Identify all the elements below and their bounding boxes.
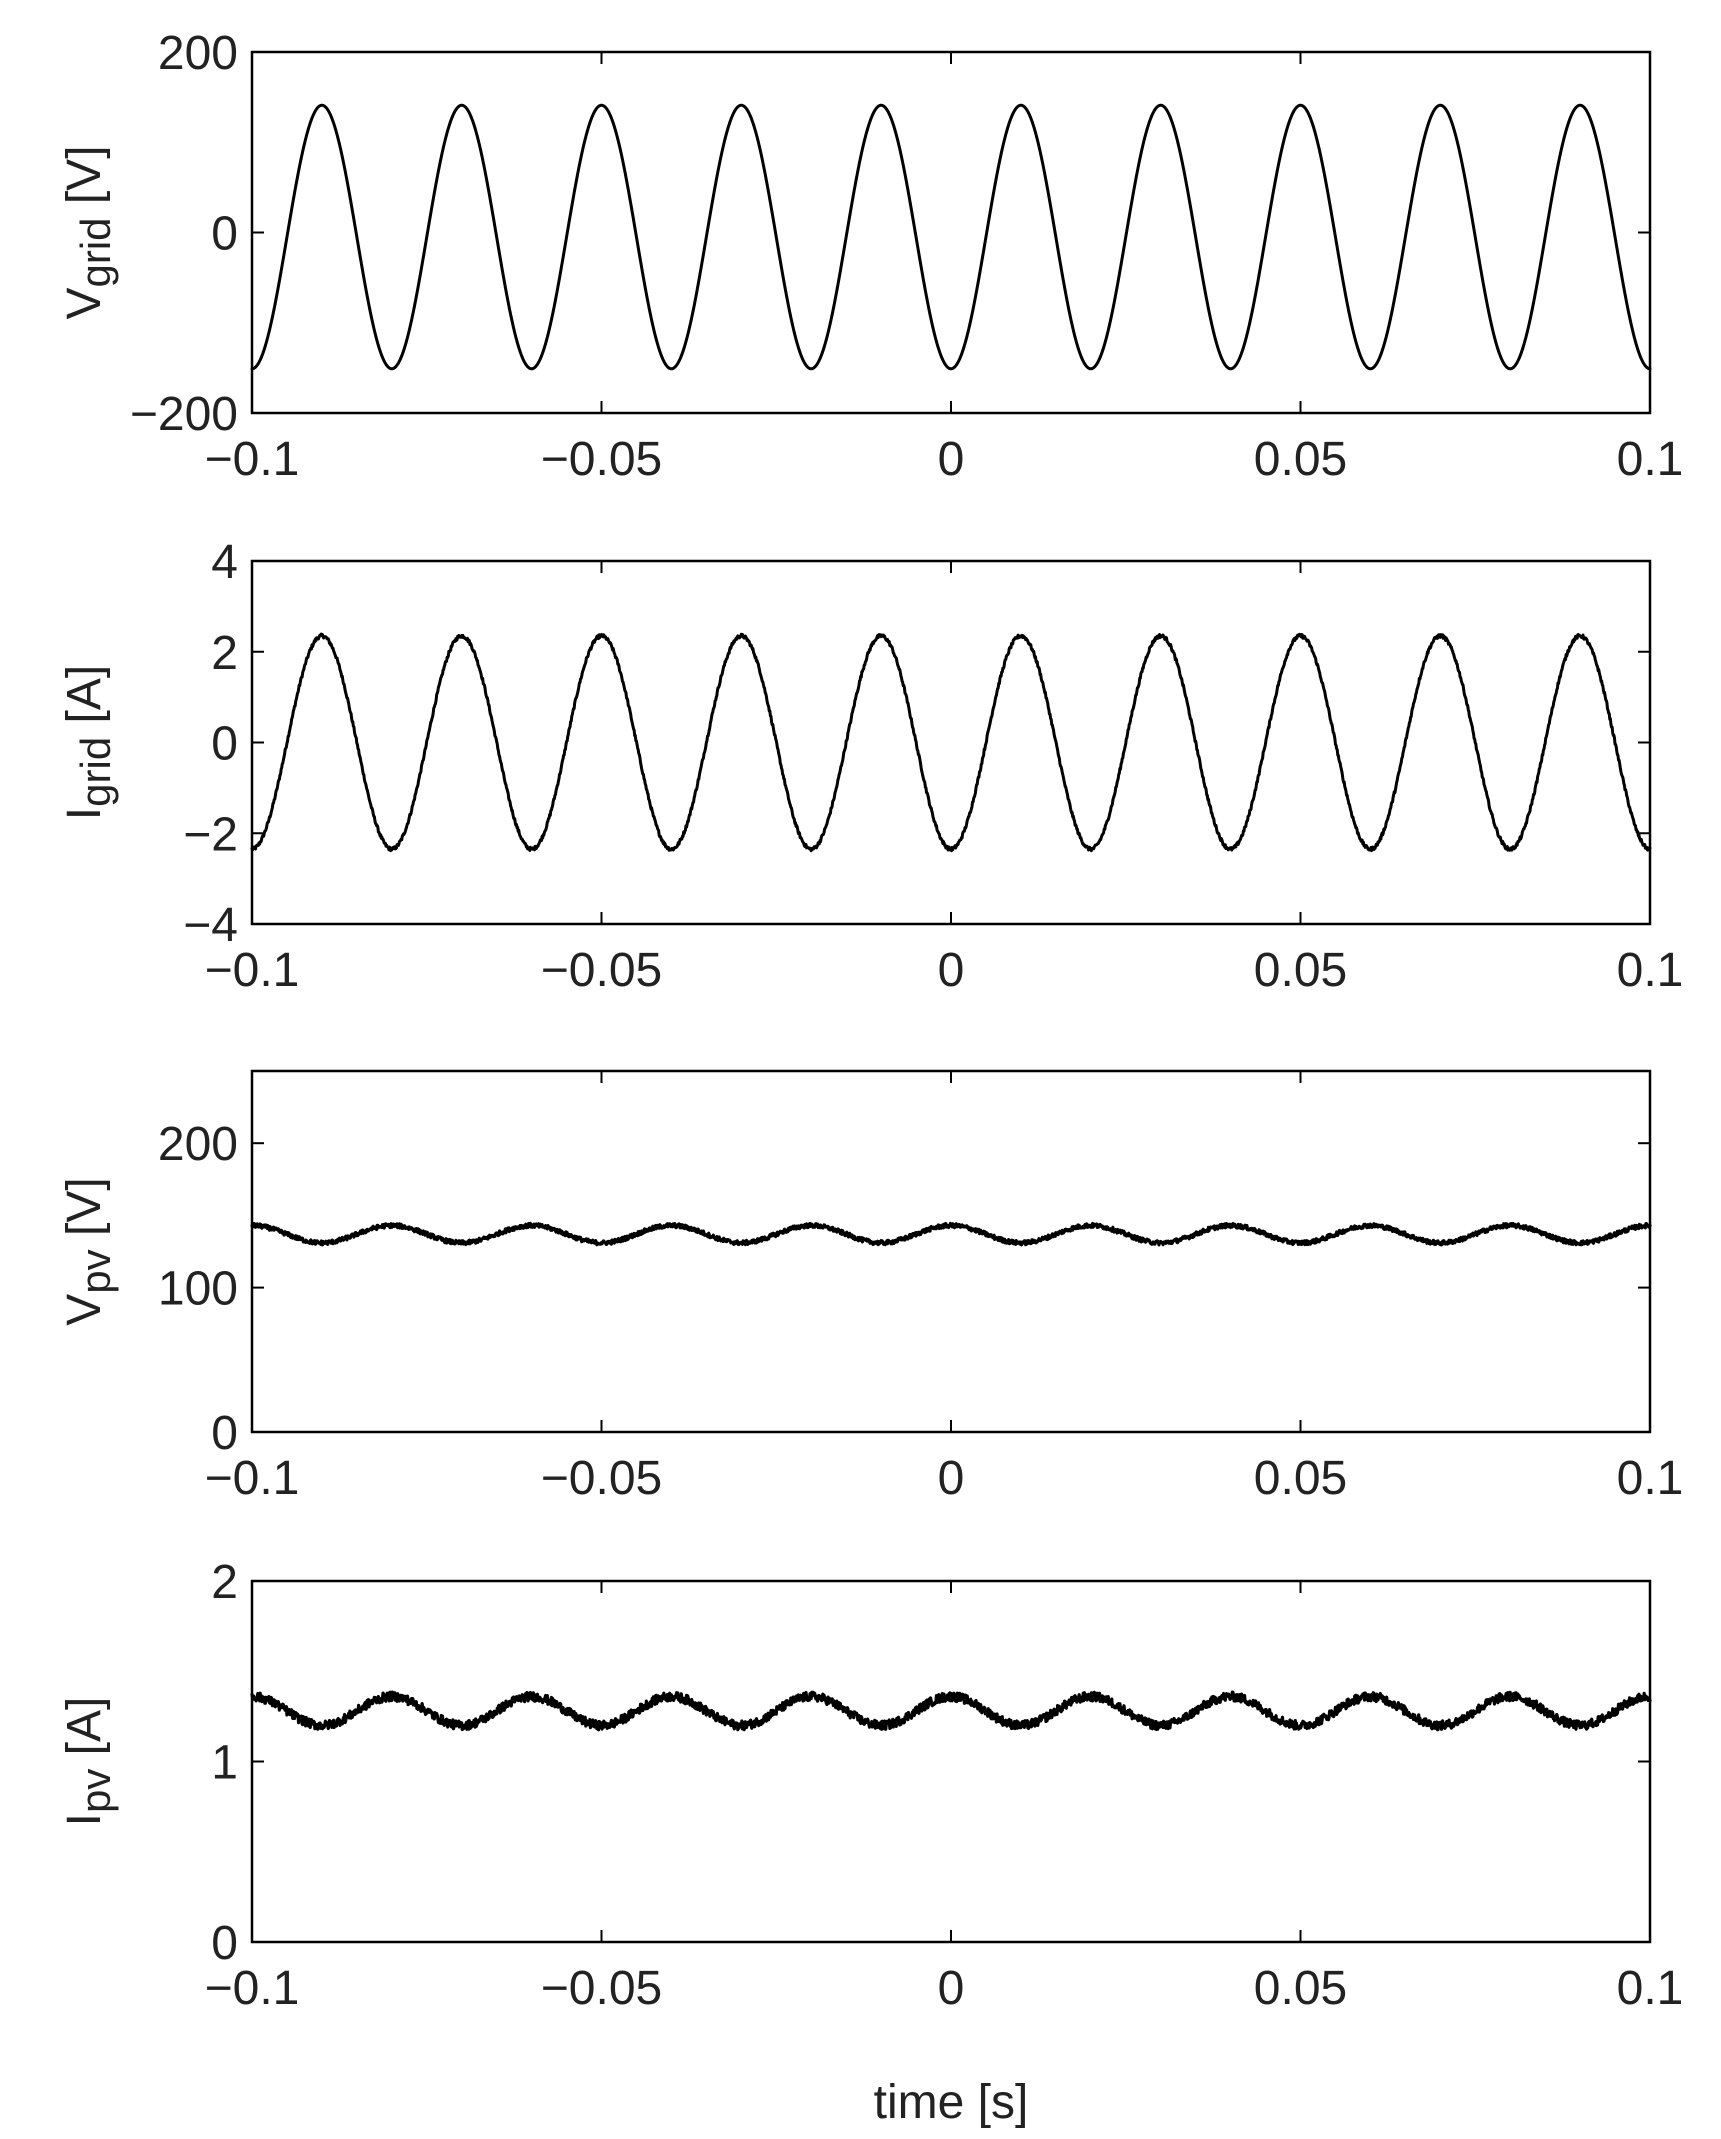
subplot-vgrid: −0.1 −0.05 0 0.05 0.1 −200 0 200 Vgrid [V]: [58, 27, 1683, 486]
x-tick-label-ipv: 0.1: [1617, 1962, 1684, 2015]
series-line-vgrid: [250, 103, 1652, 371]
y-axis-label-unit: [V]: [58, 1177, 111, 1249]
x-tick-label-vgrid: 0.05: [1254, 433, 1347, 486]
y-tick-label-ipv: 0: [211, 1917, 238, 1970]
y-tick-label-igrid: 4: [211, 536, 238, 589]
series-line-ipv: [250, 1690, 1652, 1732]
x-tick-label-igrid: −0.05: [541, 944, 662, 997]
x-tick-label-vgrid: −0.05: [541, 433, 662, 486]
y-axis-label-unit: [V]: [58, 145, 111, 217]
y-axis-label-unit: [A]: [58, 1697, 111, 1769]
y-tick-label-igrid: −2: [183, 808, 238, 861]
y-axis-label-vgrid: Vgrid [V]: [58, 145, 119, 319]
x-tick-label-vpv: 0.1: [1617, 1452, 1684, 1505]
y-axis-label-sub: grid: [72, 737, 119, 807]
x-tick-label-ipv: 0.05: [1254, 1962, 1347, 2015]
y-axis-label-main: I: [58, 807, 111, 820]
series-line-vpv: [250, 1221, 1652, 1247]
y-tick-label-vgrid: −200: [130, 388, 238, 441]
y-axis-label-ipv: Ipv [A]: [58, 1697, 119, 1827]
y-axis-label-sub: pv: [72, 1249, 119, 1293]
x-tick-label-igrid: 0.05: [1254, 944, 1347, 997]
y-tick-label-ipv: 1: [211, 1737, 238, 1790]
y-tick-label-igrid: 0: [211, 718, 238, 771]
x-tick-label-vpv: 0: [938, 1452, 965, 1505]
x-tick-label-vpv: 0.05: [1254, 1452, 1347, 1505]
y-axis-label-main: I: [58, 1813, 111, 1826]
y-axis-label-unit: [A]: [58, 665, 111, 737]
y-tick-label-igrid: −4: [183, 899, 238, 952]
y-tick-label-ipv: 2: [211, 1556, 238, 1609]
x-tick-label-vgrid: −0.1: [205, 433, 300, 486]
x-tick-label-ipv: 0: [938, 1962, 965, 2015]
y-tick-label-igrid: 2: [211, 627, 238, 680]
y-axis-label-igrid: Igrid [A]: [58, 665, 119, 820]
subplot-ipv: −0.1 −0.05 0 0.05 0.1 0 1 2 Ipv [A] time [s]: [58, 1556, 1683, 2129]
x-tick-label-vgrid: 0.1: [1617, 433, 1684, 486]
axes-frame-vpv: [250, 1069, 1652, 1434]
x-tick-label-vpv: −0.1: [205, 1452, 300, 1505]
x-tick-label-vpv: −0.05: [541, 1452, 662, 1505]
y-axis-label-main: V: [58, 1294, 111, 1326]
x-tick-label-ipv: −0.1: [205, 1962, 300, 2015]
y-tick-label-vgrid: 200: [158, 27, 238, 80]
subplot-vpv: −0.1 −0.05 0 0.05 0.1 0 100 200 Vpv [V]: [58, 1069, 1684, 1505]
x-axis-label: time [s]: [874, 2076, 1029, 2129]
y-axis-label-main: V: [58, 288, 111, 320]
y-axis-label-sub: pv: [72, 1769, 119, 1813]
x-tick-label-igrid: 0.1: [1617, 944, 1684, 997]
y-tick-label-vpv: 200: [158, 1118, 238, 1171]
y-axis-label-sub: grid: [72, 217, 119, 287]
x-tick-label-igrid: 0: [938, 944, 965, 997]
y-tick-label-vpv: 0: [211, 1407, 238, 1460]
x-tick-label-igrid: −0.1: [205, 944, 300, 997]
y-axis-label-vpv: Vpv [V]: [58, 1177, 119, 1325]
axes-frame-ipv: [250, 1579, 1652, 1944]
subplot-igrid: −0.1 −0.05 0 0.05 0.1 −4 −2 0 2 4 Igrid [A]: [58, 536, 1683, 997]
x-tick-label-vgrid: 0: [938, 433, 965, 486]
x-tick-label-ipv: −0.05: [541, 1962, 662, 2015]
y-tick-label-vgrid: 0: [211, 208, 238, 261]
series-line-igrid: [250, 632, 1652, 853]
y-tick-label-vpv: 100: [158, 1263, 238, 1316]
axes-frame-igrid: [250, 559, 1652, 926]
